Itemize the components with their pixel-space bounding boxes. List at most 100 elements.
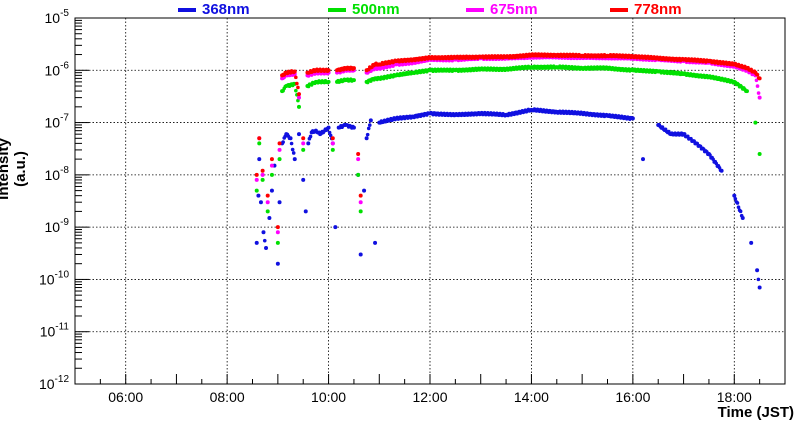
data-point (365, 132, 370, 137)
data-point (373, 240, 378, 245)
data-point (260, 177, 265, 182)
legend-item-778nm: 778nm (610, 1, 682, 19)
data-point (757, 76, 762, 81)
data-point (306, 141, 311, 146)
data-point (277, 200, 282, 205)
data-point (757, 152, 762, 157)
data-point (330, 136, 335, 141)
data-point (732, 193, 737, 198)
data-point (303, 209, 308, 214)
data-point (351, 78, 356, 83)
data-point (744, 89, 749, 94)
x-tick-label: 06:00 (108, 389, 143, 405)
x-tick-label: 18:00 (717, 389, 752, 405)
data-point (330, 141, 335, 146)
data-point (281, 140, 285, 144)
data-point (294, 88, 298, 93)
legend-swatch-778nm (610, 8, 628, 12)
data-point (267, 215, 272, 220)
data-point (275, 230, 280, 235)
data-point (256, 193, 261, 198)
data-point (295, 81, 299, 86)
x-tick-labels: 06:00 08:00 10:00 12:00 14:00 16:00 18:00 (108, 389, 752, 405)
data-point (326, 79, 331, 84)
data-point (260, 172, 265, 177)
data-point (254, 188, 259, 193)
x-tick-label: 08:00 (210, 389, 245, 405)
data-point (756, 91, 761, 95)
y-tick-label: 10-7 (45, 113, 70, 131)
data-point (749, 240, 754, 245)
y-tick-label: 10-9 (45, 217, 70, 235)
data-point (275, 261, 280, 266)
data-point (261, 230, 266, 235)
legend-item-368nm: 368nm (178, 1, 250, 19)
data-point (368, 118, 373, 123)
data-point (358, 252, 363, 257)
data-point (260, 168, 265, 173)
data-point (275, 240, 280, 245)
data-point (356, 152, 361, 157)
data-point (326, 68, 331, 73)
legend-swatch-368nm (178, 8, 196, 12)
data-point (755, 84, 760, 88)
legend-swatch-675nm (466, 8, 484, 12)
series-778nm (254, 52, 762, 230)
data-point (296, 95, 301, 100)
data-point (358, 200, 363, 205)
data-point (358, 193, 363, 198)
series-500nm (254, 64, 762, 245)
data-point (711, 157, 715, 162)
data-point (326, 125, 331, 130)
data-point (327, 130, 332, 135)
data-point (733, 196, 738, 201)
data-point (351, 66, 356, 71)
legend-item-500nm: 500nm (328, 1, 400, 19)
data-point (269, 172, 274, 177)
data-point (254, 177, 259, 182)
legend-label-368nm: 368nm (202, 1, 250, 18)
data-point (265, 200, 270, 205)
data-point (630, 116, 635, 121)
data-point (364, 136, 369, 141)
axis-ticks (74, 17, 786, 385)
data-point (257, 141, 262, 146)
data-point (362, 188, 367, 193)
data-point (333, 225, 338, 230)
data-point (351, 125, 356, 130)
data-point (296, 132, 301, 137)
data-point (356, 172, 361, 177)
data-point (292, 157, 297, 162)
data-point (296, 104, 301, 109)
data-point (254, 240, 259, 245)
data-point (257, 157, 262, 162)
data-point (358, 209, 363, 214)
data-point (301, 141, 306, 146)
y-tick-label: 10-5 (45, 8, 70, 26)
data-point (269, 157, 274, 162)
data-point (738, 209, 743, 214)
data-point (264, 245, 269, 250)
data-point (265, 193, 270, 198)
data-point (753, 120, 758, 125)
data-point (740, 215, 745, 220)
data-point (277, 147, 282, 152)
data-point (330, 147, 335, 152)
data-point (356, 157, 361, 162)
grid (75, 18, 785, 384)
data-point (265, 209, 270, 214)
legend: 368nm 500nm 675nm 778nm (0, 0, 800, 20)
y-tick-label: 10-6 (45, 60, 70, 78)
data-point (735, 201, 740, 205)
legend-label-500nm: 500nm (352, 1, 400, 18)
y-tick-label: 10-12 (39, 374, 69, 392)
data-points (254, 52, 762, 290)
x-tick-label: 12:00 (412, 389, 447, 405)
data-point (367, 123, 372, 127)
data-point (254, 172, 259, 177)
legend-label-675nm: 675nm (490, 1, 538, 18)
legend-label-778nm: 778nm (634, 1, 682, 18)
data-point (757, 95, 762, 100)
data-point (719, 168, 724, 173)
